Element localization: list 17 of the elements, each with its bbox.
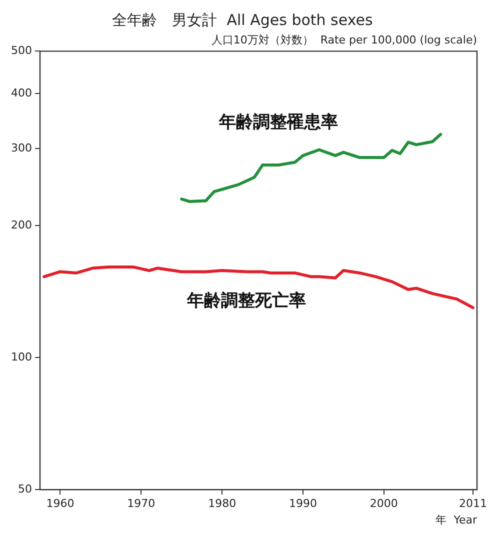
series-label: 年齢調整罹患率 [218, 112, 338, 132]
y-tick-label: 200 [10, 218, 32, 232]
y-tick-label: 300 [10, 141, 32, 154]
y-tick-label: 100 [10, 350, 32, 364]
y-axis-title: 人口10万対（対数） Rate per 100,000 (log scale) [211, 33, 477, 46]
x-tick-label: 1980 [208, 497, 236, 510]
x-tick-label: 1970 [127, 497, 156, 510]
x-tick-label: 2000 [370, 497, 398, 510]
x-tick-label: 2011 [458, 497, 487, 510]
y-tick-label: 50 [18, 482, 32, 496]
x-tick-label: 1990 [289, 497, 318, 510]
x-tick-label: 1960 [46, 497, 74, 510]
chart-title: 全年齢 男女計 All Ages both sexes [112, 10, 373, 29]
y-tick-label: 400 [10, 86, 32, 100]
x-axis-title: 年 Year [436, 513, 478, 526]
y-tick-label: 500 [10, 44, 32, 58]
series-label: 年齢調整死亡率 [186, 291, 306, 312]
